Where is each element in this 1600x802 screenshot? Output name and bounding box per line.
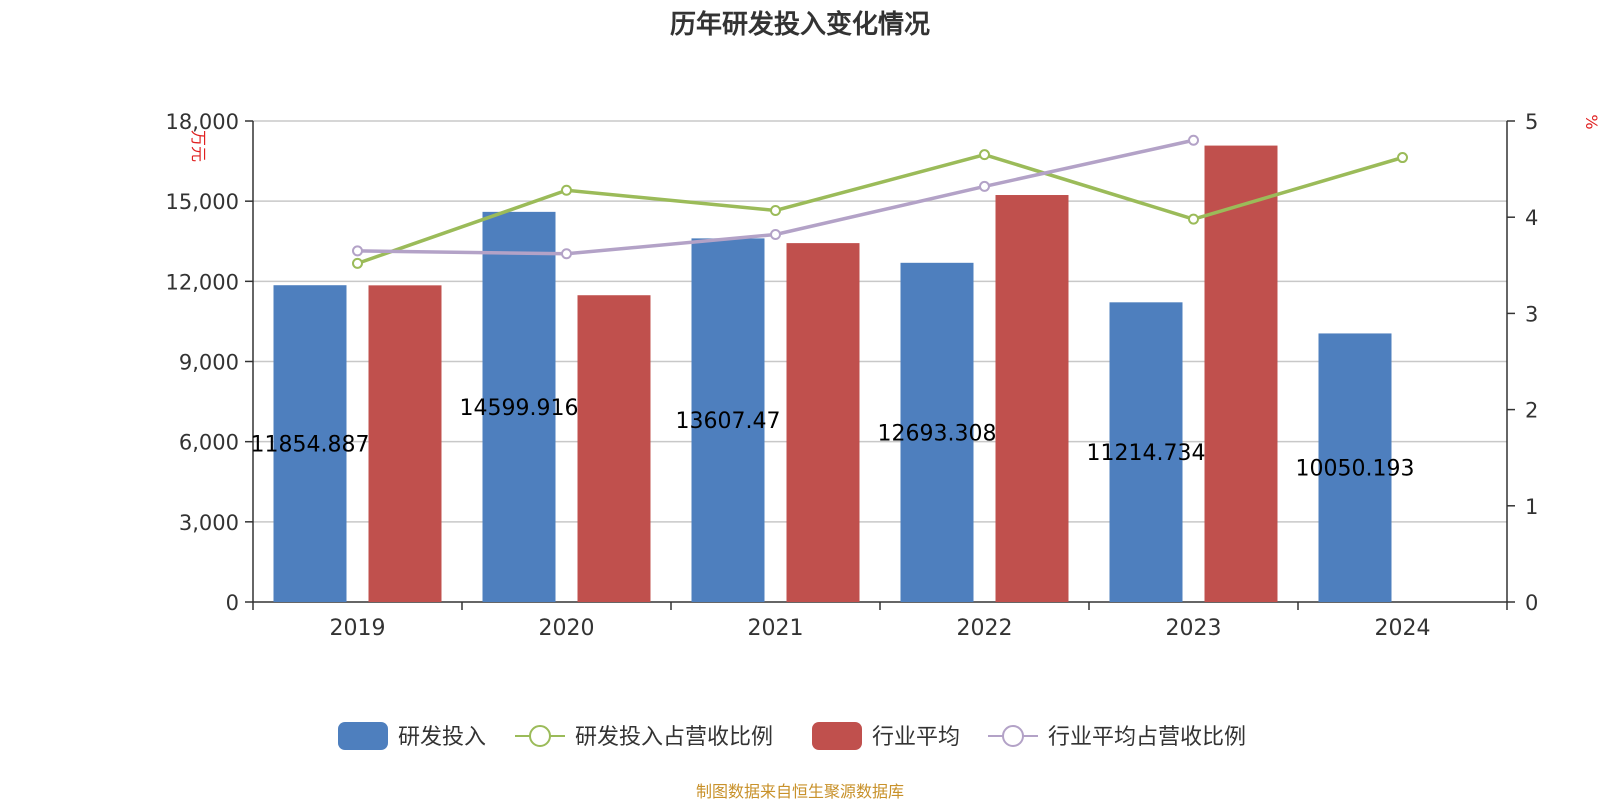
- x-tick-label: 2022: [957, 616, 1013, 641]
- x-tick-label: 2019: [330, 616, 386, 641]
- line-point: [979, 180, 990, 192]
- bar: [691, 238, 765, 602]
- bar: [368, 285, 442, 602]
- bar: [900, 262, 974, 602]
- line-point: [770, 204, 781, 216]
- bar: [1318, 333, 1392, 602]
- x-tick-label: 2024: [1375, 616, 1431, 641]
- line-point: [352, 245, 363, 257]
- bar: [995, 195, 1069, 602]
- line-point: [352, 257, 363, 269]
- bar: [786, 243, 860, 603]
- bar-value-label: 11854.887: [251, 433, 370, 458]
- x-tick-label: 2020: [539, 616, 595, 641]
- legend[interactable]: 研发投入 研发投入占营收比例 行业平均 行业平均占营收比例: [338, 722, 1246, 750]
- y-right-tick-label: 3: [1525, 302, 1538, 326]
- bar-value-label: 10050.193: [1296, 457, 1415, 482]
- y-right-tick-label: 1: [1525, 495, 1538, 519]
- axes: 0 3,000 6,000 9,000 12,000 15,000 18,000 0 1 2 3 4 5…: [166, 110, 1600, 641]
- line-point: [1188, 213, 1199, 225]
- y-left-tick-label: 15,000: [166, 190, 239, 214]
- legend-swatch: [812, 722, 862, 750]
- bar-value-label: 14599.916: [460, 396, 579, 421]
- y-left-tick-label: 9,000: [179, 351, 239, 375]
- legend-label: 研发投入: [398, 725, 486, 750]
- y-right-tick-label: 2: [1525, 399, 1538, 423]
- y-right-axis-label: %: [1582, 114, 1600, 129]
- legend-label: 研发投入占营收比例: [575, 725, 773, 750]
- x-tick-label: 2023: [1166, 616, 1222, 641]
- bar: [482, 211, 556, 603]
- y-left-tick-label: 18,000: [166, 110, 239, 134]
- bar: [577, 295, 651, 602]
- y-left-tick-label: 0: [226, 591, 239, 615]
- x-tick-label: 2021: [748, 616, 804, 641]
- y-left-tick-label: 12,000: [166, 270, 239, 294]
- chart-title: 历年研发投入变化情况: [669, 10, 930, 40]
- y-right-tick-label: 4: [1525, 206, 1538, 230]
- legend-label: 行业平均: [872, 725, 960, 750]
- y-right-tick-label: 0: [1525, 591, 1538, 615]
- legend-label: 行业平均占营收比例: [1048, 725, 1246, 750]
- bar-value-label: 12693.308: [878, 421, 997, 446]
- bars: [273, 145, 1392, 603]
- line-point: [561, 248, 572, 260]
- y-left-axis-label: 万元: [189, 130, 208, 162]
- bar: [1204, 145, 1278, 602]
- line-point: [979, 149, 990, 161]
- source-note: 制图数据来自恒生聚源数据库: [695, 782, 904, 801]
- y-left-tick-label: 6,000: [179, 431, 239, 455]
- line-point: [1397, 152, 1408, 164]
- lines: [352, 134, 1408, 269]
- line-point: [1188, 134, 1199, 146]
- bar-labels: 11854.887 14599.916 13607.47 12693.308 11214…: [251, 396, 1415, 482]
- bar-value-label: 11214.734: [1087, 441, 1206, 466]
- bar: [1109, 302, 1183, 602]
- bar-value-label: 13607.47: [676, 409, 781, 434]
- series-line: [356, 152, 1403, 266]
- legend-marker: [529, 725, 551, 747]
- line-point: [561, 184, 572, 196]
- bar: [273, 285, 347, 602]
- legend-swatch: [338, 722, 388, 750]
- y-right-tick-label: 5: [1525, 110, 1538, 134]
- grid-lines: [253, 120, 1507, 523]
- y-left-tick-label: 3,000: [179, 511, 239, 535]
- line-point: [770, 229, 781, 241]
- legend-marker: [1002, 725, 1024, 747]
